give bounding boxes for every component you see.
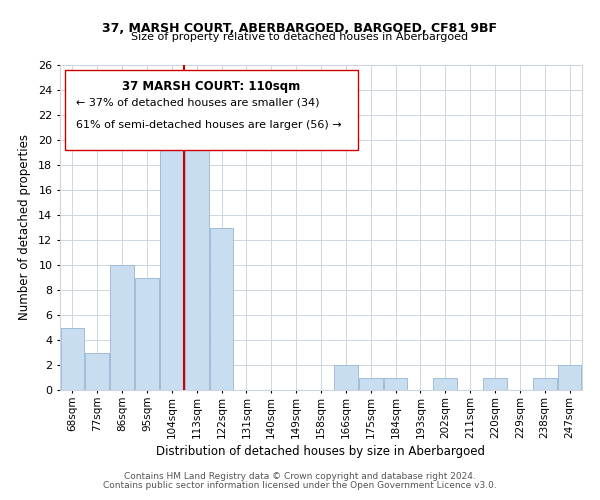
Text: Size of property relative to detached houses in Aberbargoed: Size of property relative to detached ho…: [131, 32, 469, 42]
Bar: [433, 378, 457, 390]
X-axis label: Distribution of detached houses by size in Aberbargoed: Distribution of detached houses by size …: [157, 444, 485, 458]
Text: 61% of semi-detached houses are larger (56) →: 61% of semi-detached houses are larger (…: [76, 120, 341, 130]
Y-axis label: Number of detached properties: Number of detached properties: [18, 134, 31, 320]
Text: Contains HM Land Registry data © Crown copyright and database right 2024.: Contains HM Land Registry data © Crown c…: [124, 472, 476, 481]
Bar: [185, 115, 209, 390]
Bar: [61, 328, 84, 390]
Bar: [533, 378, 557, 390]
FancyBboxPatch shape: [65, 70, 358, 150]
Bar: [110, 265, 134, 390]
Bar: [558, 365, 581, 390]
Text: ← 37% of detached houses are smaller (34): ← 37% of detached houses are smaller (34…: [76, 98, 319, 108]
Text: Contains public sector information licensed under the Open Government Licence v3: Contains public sector information licen…: [103, 481, 497, 490]
Bar: [85, 352, 109, 390]
Bar: [135, 278, 159, 390]
Bar: [384, 378, 407, 390]
Bar: [483, 378, 507, 390]
Text: 37, MARSH COURT, ABERBARGOED, BARGOED, CF81 9BF: 37, MARSH COURT, ABERBARGOED, BARGOED, C…: [103, 22, 497, 36]
Bar: [359, 378, 383, 390]
Bar: [334, 365, 358, 390]
Text: 37 MARSH COURT: 110sqm: 37 MARSH COURT: 110sqm: [122, 80, 301, 92]
Bar: [160, 115, 184, 390]
Bar: [210, 228, 233, 390]
